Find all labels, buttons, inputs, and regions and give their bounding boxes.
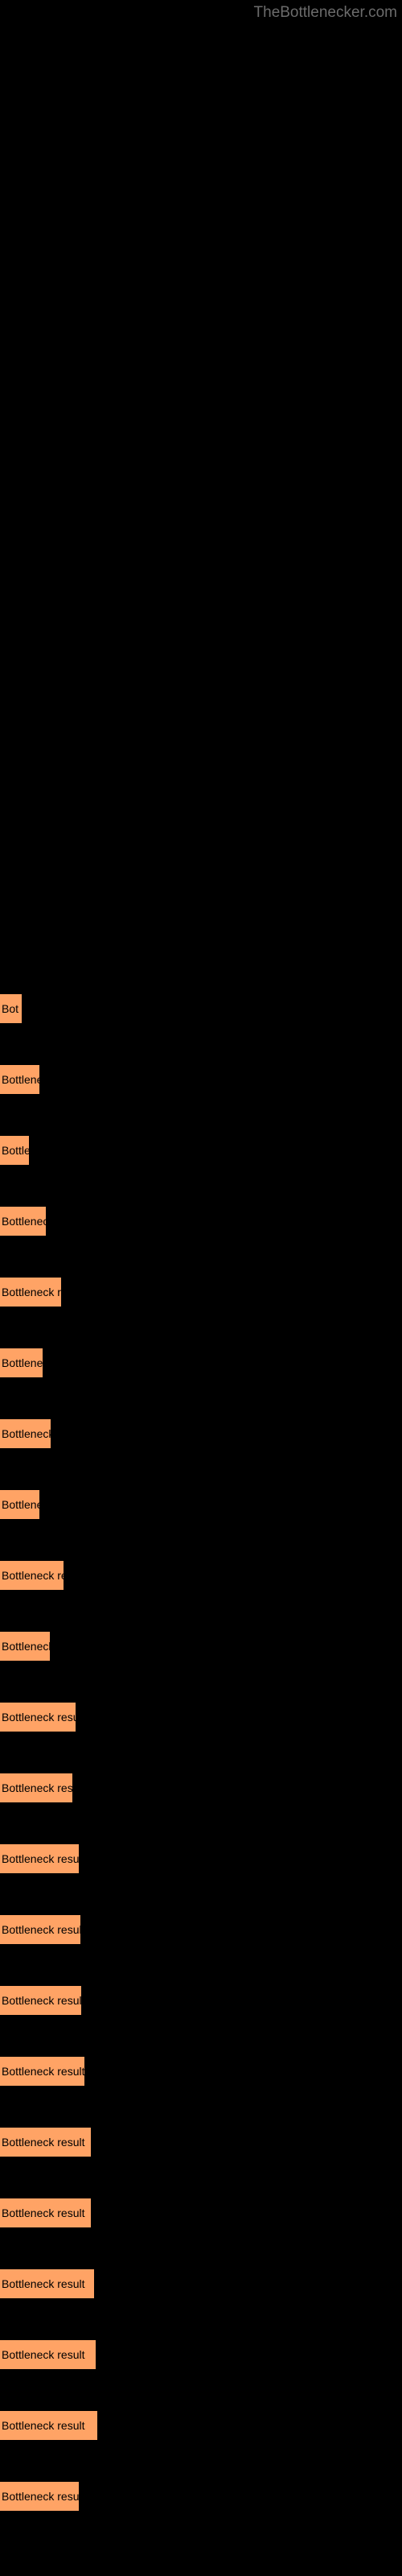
chart-bar: Bottleneck result [0, 1986, 81, 2015]
chart-bar: Bottleneck result [0, 2198, 91, 2227]
chart-bar: Bottleneck result [0, 2340, 96, 2369]
chart-bar: Bottlenec [0, 1348, 43, 1377]
chart-bar: Bottleneck result [0, 1915, 80, 1944]
chart-bar: Bottleneck re [0, 1278, 61, 1307]
chart-bar: Bottleneck [0, 1632, 50, 1661]
chart-bar: Bottleneck result [0, 1703, 76, 1732]
chart-bar: Bottleneck result [0, 2057, 84, 2086]
chart-bar: Bottleneck res [0, 1561, 64, 1590]
chart-bar: Bottleneck result [0, 1773, 72, 1802]
bars-container: Bot Bottlene Bottle Bottleneck Bottleneck re… [0, 994, 97, 2553]
chart-bar: Bottlene [0, 1490, 39, 1519]
watermark-text: TheBottlenecker.com [254, 4, 397, 22]
chart-bar: Bottleneck result [0, 2482, 79, 2511]
chart-bar: Bottleneck [0, 1419, 51, 1448]
chart-bar: Bottlene [0, 1065, 39, 1094]
chart-bar: Bottleneck result [0, 2269, 94, 2298]
chart-bar: Bottleneck [0, 1207, 46, 1236]
chart-bar: Bottleneck result [0, 2128, 91, 2157]
chart-bar: Bottle [0, 1136, 29, 1165]
chart-bar: Bottleneck result [0, 2411, 97, 2440]
chart-bar: Bot [0, 994, 22, 1023]
chart-bar: Bottleneck result [0, 1844, 79, 1873]
